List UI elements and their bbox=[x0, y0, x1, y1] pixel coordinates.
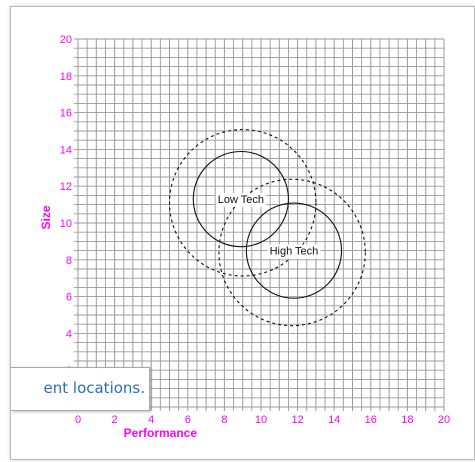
y-tick-label: 16 bbox=[60, 108, 72, 120]
y-tick-label: 14 bbox=[60, 144, 72, 156]
segment-circle bbox=[245, 202, 343, 299]
caption-tooltip: ent locations. bbox=[11, 367, 150, 411]
x-tick-label: 20 bbox=[438, 414, 450, 426]
dashed-circle bbox=[218, 178, 366, 327]
segment-circles bbox=[168, 129, 366, 327]
x-tick-label: 12 bbox=[291, 414, 303, 426]
x-tick-label: 2 bbox=[112, 414, 118, 426]
segment-label: Low Tech bbox=[218, 194, 264, 206]
segment-label-background bbox=[215, 193, 267, 208]
x-tick-label: 8 bbox=[221, 414, 227, 426]
grid bbox=[74, 38, 445, 411]
x-tick-label: 14 bbox=[328, 414, 340, 426]
y-tick-label: 4 bbox=[66, 328, 72, 340]
x-tick-label: 6 bbox=[185, 414, 191, 426]
y-tick-label: 10 bbox=[60, 218, 72, 230]
y-axis-title: Size bbox=[39, 205, 53, 229]
y-tick-label: 6 bbox=[66, 292, 72, 304]
perceptual-map-chart: 0 2 4 6 8 10 12 14 16 18 20 2 4 6 8 10 12 14 16 18 20 Low T… bbox=[39, 34, 450, 440]
segment-label: High Tech bbox=[270, 246, 319, 258]
x-tick-label: 4 bbox=[148, 414, 154, 426]
x-tick-label: 16 bbox=[365, 414, 377, 426]
y-tick-label: 12 bbox=[60, 181, 72, 193]
x-tick-label: 0 bbox=[75, 414, 81, 426]
segment-labels: Low Tech High Tech bbox=[215, 193, 321, 259]
y-tick-label: 18 bbox=[60, 71, 72, 83]
x-axis-ticks: 0 2 4 6 8 10 12 14 16 18 20 bbox=[75, 414, 450, 426]
y-tick-label: 8 bbox=[66, 255, 72, 267]
x-tick-label: 18 bbox=[401, 414, 413, 426]
x-axis-title: Performance bbox=[124, 426, 198, 440]
chart-panel: 0 2 4 6 8 10 12 14 16 18 20 2 4 6 8 10 12 14 16 18 20 Low T… bbox=[10, 6, 475, 460]
y-tick-label: 20 bbox=[60, 34, 72, 46]
caption-text: ent locations. bbox=[43, 379, 145, 397]
segment-label-background bbox=[267, 244, 321, 259]
dashed-circle bbox=[168, 129, 317, 277]
segment-circle bbox=[192, 150, 289, 248]
x-tick-label: 10 bbox=[255, 414, 267, 426]
